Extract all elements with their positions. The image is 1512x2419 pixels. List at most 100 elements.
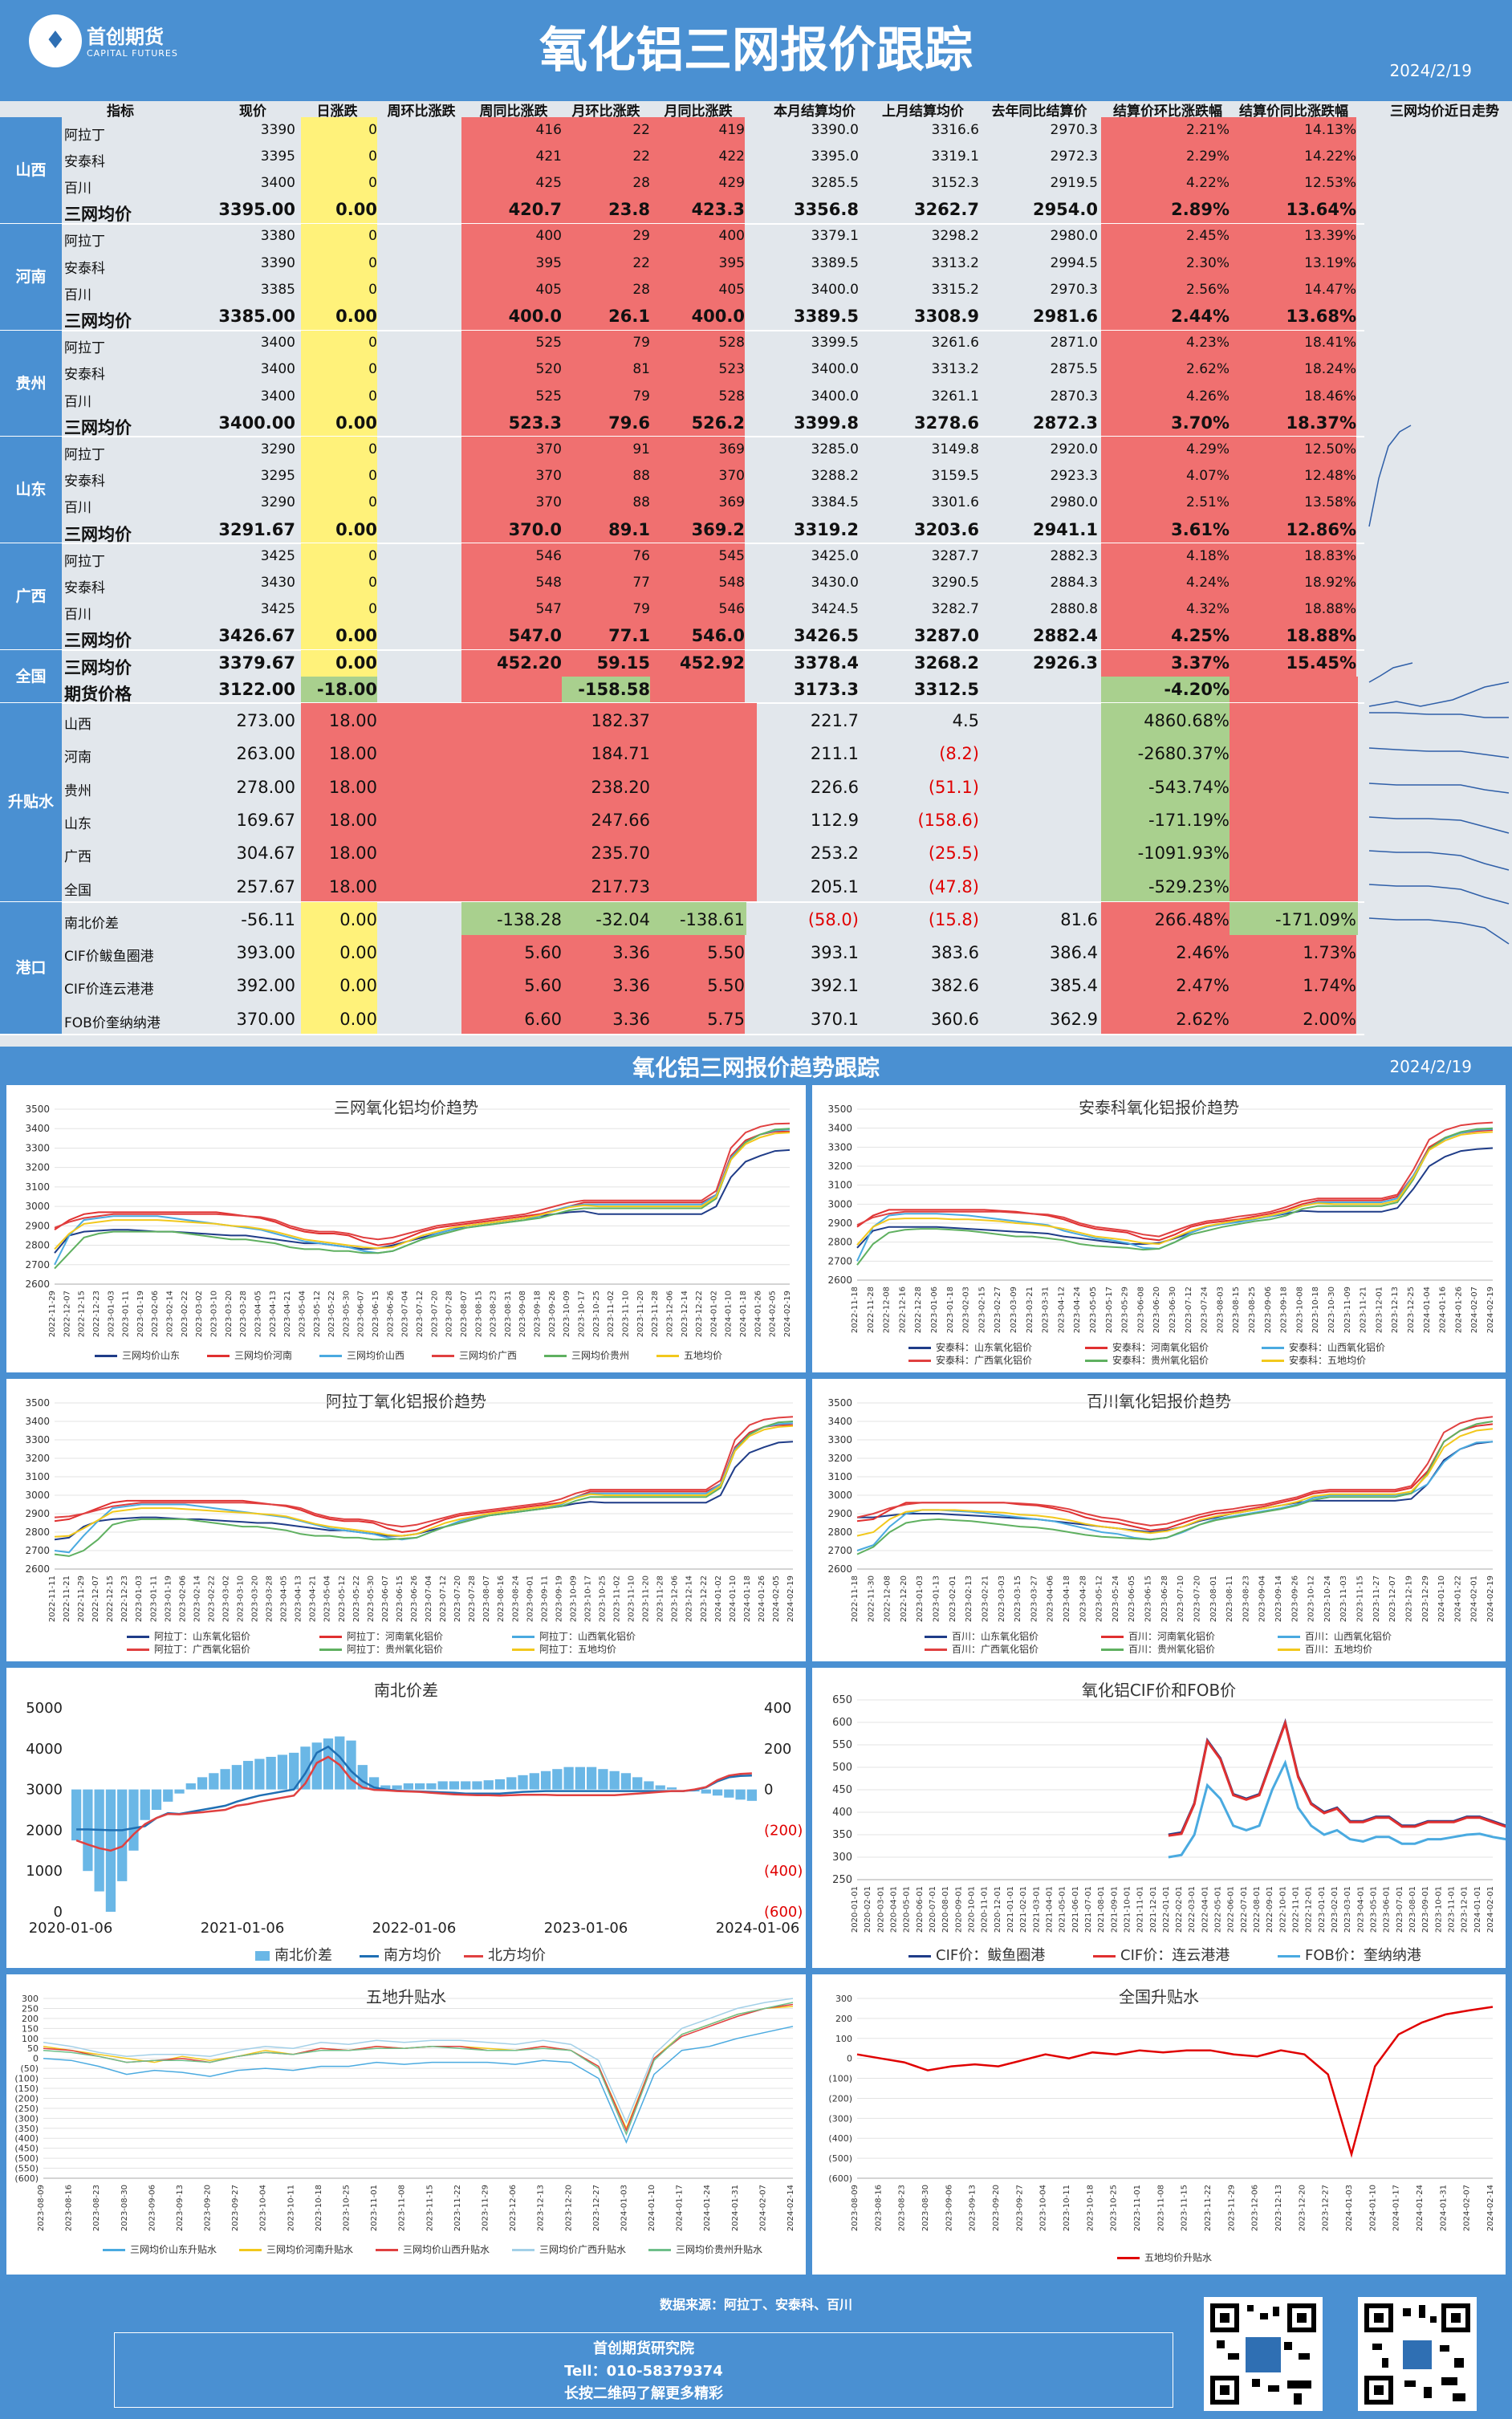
spread-bar [209, 1773, 219, 1790]
x-tick-label: 2024-02-19 [1486, 1287, 1495, 1333]
price-table: 指标 现价 日涨跌 周环比涨跌 周同比涨跌 月环比涨跌 月同比涨跌 本月结算均价 上月结算均价 去… [0, 101, 1512, 1047]
cell-cur: 3288.2 [811, 468, 859, 485]
spread-bar [174, 1789, 185, 1794]
legend-item: 安泰科：河南氧化铝价 [1085, 1340, 1209, 1354]
x-tick-label: 2023-03-15 [1014, 1575, 1022, 1622]
legend-item: 三网均价山西升贴水 [376, 2242, 490, 2256]
series-line [1168, 1718, 1506, 1836]
y-tick-label: 2700 [25, 1259, 50, 1270]
cell-cur: 3389.5 [793, 307, 859, 326]
cell-bg [1101, 117, 1356, 224]
x-tick-label: 2023-02-13 [965, 1575, 973, 1622]
x-tick-label: 2023-02-06 [178, 1575, 187, 1622]
cell-cur: 211.1 [810, 744, 859, 764]
cell-bg [1101, 703, 1230, 903]
cell-ly: 2941.1 [1032, 519, 1098, 539]
chart-svg: 0 1000 2000 3000 4000 5000 (600) (400) (200) 0 200… [26, 1700, 803, 1937]
x-tick-label: 2024-01-18 [743, 1575, 752, 1622]
x-tick-label: 2023-11-22 [453, 2185, 462, 2231]
series-line [856, 2006, 1494, 2158]
chart-title: 五地升贴水 [366, 1987, 446, 2006]
series-line [43, 2026, 794, 2145]
cell-last: 3301.6 [931, 494, 979, 511]
column-header: 月同比涨跌 [664, 104, 733, 120]
cell-bg [301, 543, 377, 650]
data-source: 数据来源：阿拉丁、安泰科、百川 [659, 2297, 852, 2312]
cell-tb: 1.74% [1303, 976, 1356, 996]
x-tick-label: 2023-06-01 [1383, 1886, 1392, 1933]
y-tick-label: 3000 [25, 1490, 50, 1501]
spread-bar [128, 1789, 139, 1851]
column-header: 指标 [107, 104, 134, 120]
legend-swatch [239, 2249, 262, 2251]
y-tick-label: 3200 [827, 1453, 852, 1464]
cell-cur: 3400.0 [811, 361, 859, 378]
cell-cur: 226.6 [810, 777, 859, 797]
y-tick-label: 3300 [827, 1434, 852, 1445]
x-tick-label: 2023-07-20 [453, 1575, 462, 1622]
legend-item: 南北价差 [255, 1944, 332, 1965]
cell-yoy-m: 369 [718, 494, 745, 511]
cell-yoy-m: 369 [718, 441, 745, 457]
legend-label: 三网均价山东升贴水 [130, 2244, 217, 2255]
region-label: 升贴水 [0, 703, 62, 903]
row-label: 阿拉丁 [64, 127, 105, 144]
chart-svg: 2600 2700 2800 2900 3000 3100 3200 3300 3400 3500… [827, 1104, 1495, 1333]
cell-cur: 3356.8 [793, 200, 859, 220]
x-tick-label: 2023-06-05 [1128, 1575, 1136, 1622]
y-tick-label: 250 [22, 2003, 39, 2014]
cell-cur: 3389.5 [811, 254, 859, 271]
row-label: 山东 [64, 815, 91, 832]
cell-ly: 2981.6 [1032, 307, 1098, 326]
cell-price: 3395.00 [218, 200, 295, 220]
cell-day: 0 [368, 148, 377, 165]
x-tick-label: 2023-11-29 [481, 2185, 490, 2231]
x-tick-label: 2023-10-18 [315, 2185, 323, 2231]
qr-code-2[interactable] [1358, 2297, 1477, 2411]
cell-price: 3385 [260, 281, 295, 298]
x-tick-label: 2022-11-01 [1292, 1886, 1301, 1933]
sparkline-shandong [1368, 425, 1412, 527]
cell-price: 392.00 [236, 976, 295, 996]
cell-ly: 2875.5 [1050, 361, 1098, 378]
row-label: 百川 [64, 181, 91, 197]
x-tick-label: 2023-12-22 [695, 1291, 704, 1337]
qr-code-1[interactable] [1204, 2297, 1323, 2411]
cell-hb: 4.25% [1171, 626, 1230, 646]
x-tick-label: 2023-10-24 [1323, 1575, 1332, 1622]
x-tick-label: 2023-01-18 [946, 1287, 955, 1333]
legend-label: 百川：河南氧化铝价 [1128, 1631, 1216, 1642]
legend-swatch [127, 1636, 149, 1638]
x-tick-label: 2023-11-09 [1343, 1287, 1352, 1333]
x-tick-label: 2023-01-01 [1318, 1886, 1327, 1933]
legend-item: 五地均价升贴水 [1117, 2250, 1212, 2264]
logo-en: CAPITAL FUTURES [87, 48, 178, 59]
y-tick-label: 3000 [25, 1201, 50, 1212]
row-label: 贵州 [64, 783, 91, 799]
x-tick-label: 2023-10-17 [583, 1575, 592, 1622]
chart-title: 安泰科氧化铝报价趋势 [1079, 1098, 1239, 1117]
cell-ly: 2882.4 [1032, 626, 1098, 646]
x-tick-label: 2022-11-18 [851, 1287, 860, 1333]
chart-legend: 南北价差 南方均价 北方均价 [6, 1944, 806, 1965]
cell-bg [1101, 223, 1356, 331]
x-tick-label: 2023-05-30 [342, 1291, 351, 1337]
cell-mom: 22 [632, 121, 650, 138]
cell-cur: 3378.4 [793, 653, 859, 673]
x-tick-label: 2023-10-09 [569, 1575, 578, 1622]
chart-panel-antaike: 安泰科氧化铝报价趋势 2600 2700 2800 2900 3000 3100 3200 33… [812, 1085, 1506, 1372]
legend-label: 百川：贵州氧化铝价 [1128, 1644, 1216, 1655]
legend-label: FOB价：奎纳纳港 [1305, 1947, 1421, 1964]
legend-item: 阿拉丁：山东氧化铝价 [127, 1629, 250, 1643]
column-header: 月环比涨跌 [571, 104, 640, 120]
y-right-tick-label: (200) [764, 1822, 803, 1839]
x-tick-label: 2023-10-08 [1295, 1287, 1304, 1333]
x-tick-label: 2023-05-24 [1112, 1575, 1120, 1622]
column-header: 本月结算均价 [774, 104, 856, 120]
x-tick-label: 2023-06-15 [396, 1575, 404, 1622]
row-label: 安泰科 [64, 367, 105, 384]
y-tick-label: 2900 [25, 1508, 50, 1519]
legend-label: 三网均价广西 [459, 1350, 518, 1361]
cell-last: 3313.2 [931, 254, 979, 271]
y-tick-label: 3100 [827, 1180, 852, 1191]
